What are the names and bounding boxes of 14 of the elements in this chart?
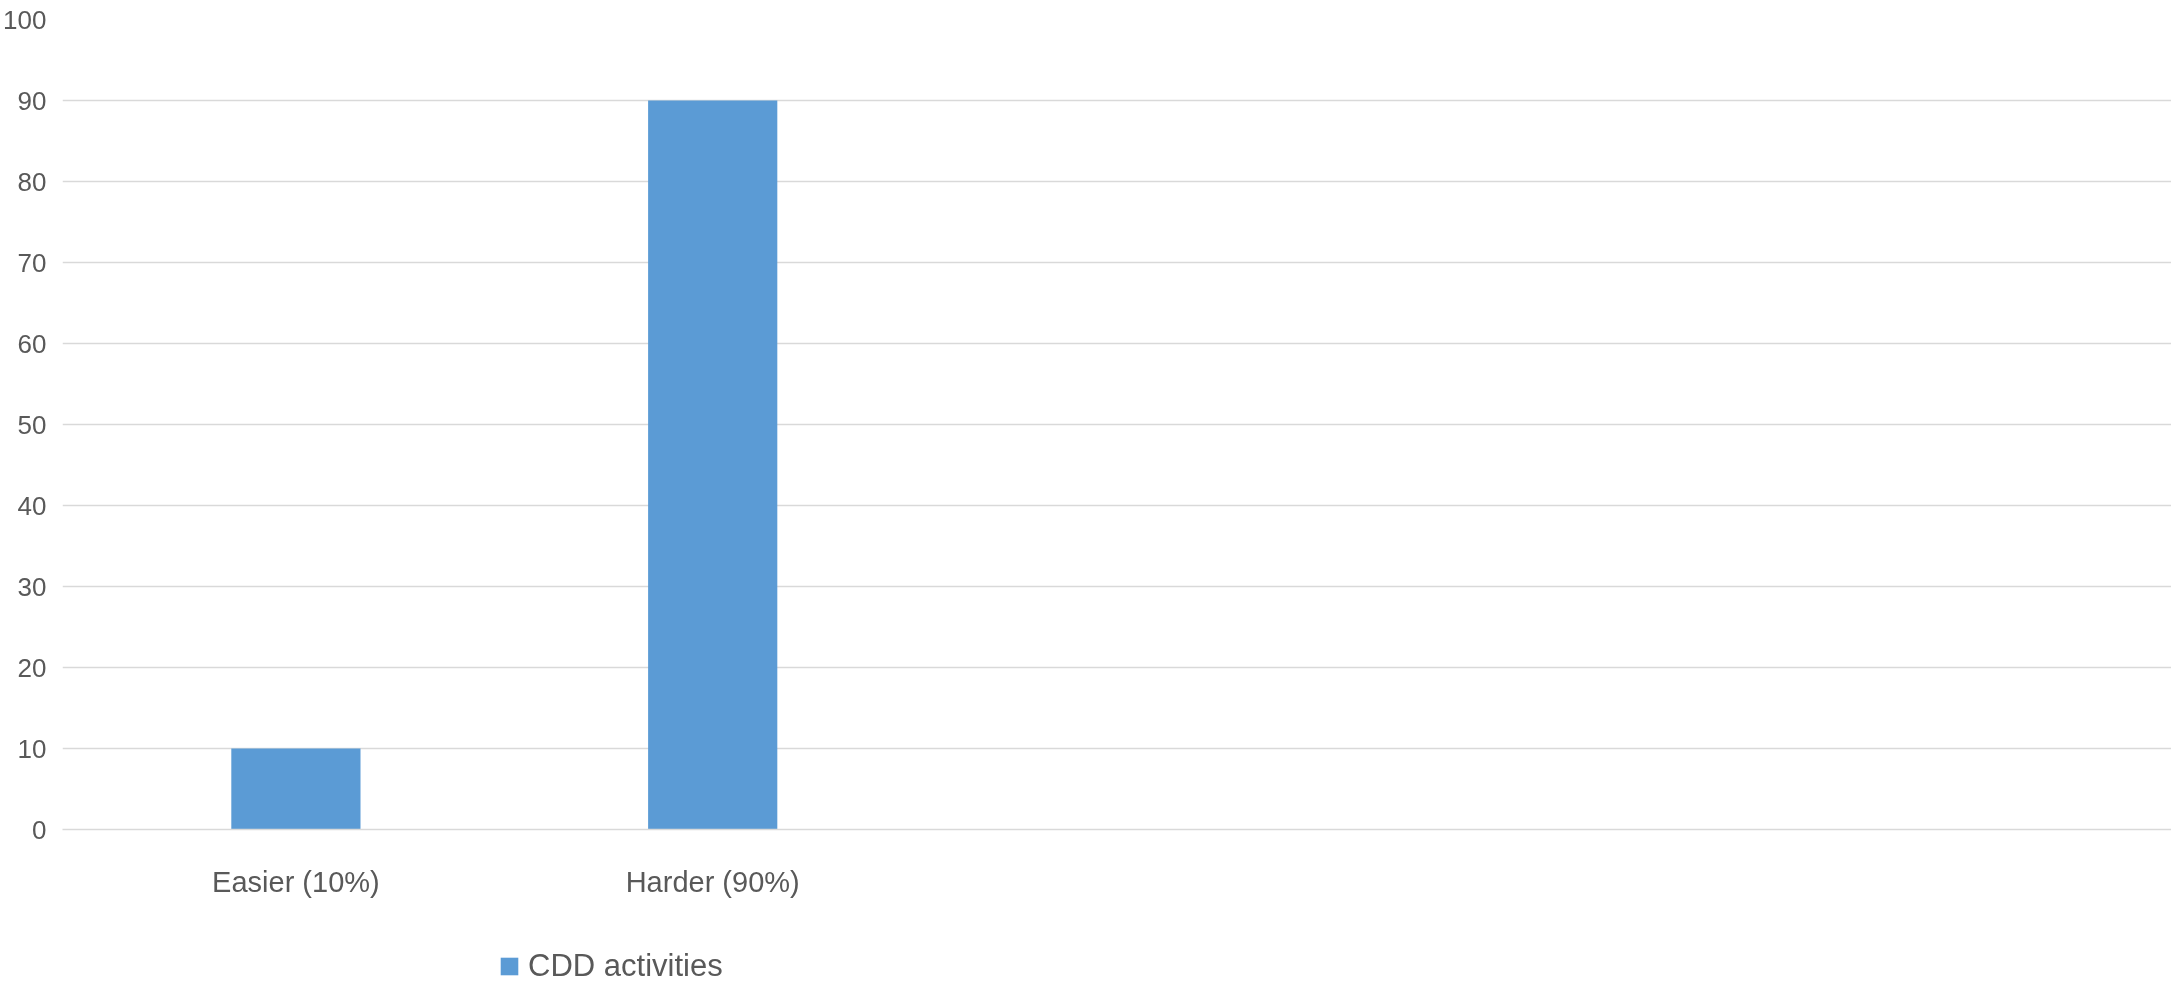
x-tick-label: Harder (90%): [625, 865, 800, 898]
y-tick-label: 30: [17, 571, 47, 602]
y-tick-label: 100: [3, 4, 47, 35]
y-tick-label: 50: [17, 409, 47, 440]
x-tick-label: Easier (10%): [212, 865, 380, 898]
y-tick-label: 60: [17, 328, 47, 359]
y-tick-label: 20: [17, 652, 47, 683]
legend-label: CDD activities: [528, 948, 723, 984]
y-tick-label: 10: [17, 733, 47, 764]
y-tick-label: 0: [32, 814, 47, 845]
y-tick-label: 90: [17, 85, 47, 116]
y-tick-label: 40: [17, 490, 47, 521]
y-tick-label: 80: [17, 166, 47, 197]
y-tick-label: 70: [17, 247, 47, 278]
